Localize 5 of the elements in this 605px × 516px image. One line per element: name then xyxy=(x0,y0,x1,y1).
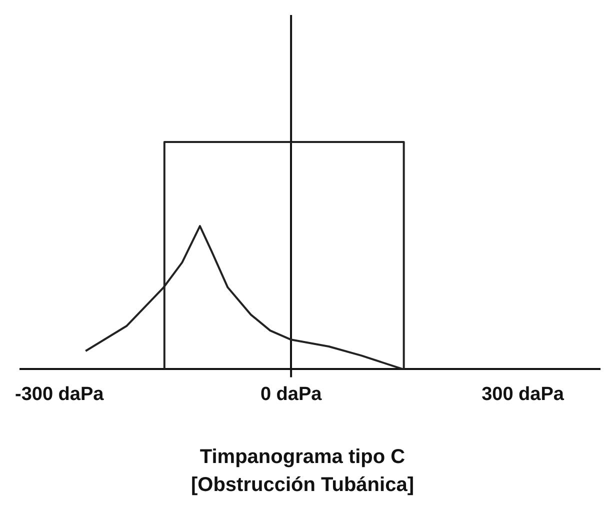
x-tick-label: 0 daPa xyxy=(260,384,322,405)
text: [Obstrucción Tubánica] xyxy=(190,474,415,497)
x-tick-label: 300 daPa xyxy=(482,384,564,405)
text: Timpanograma tipo C xyxy=(198,446,406,469)
x-tick-label: -300 daPa xyxy=(14,384,104,405)
